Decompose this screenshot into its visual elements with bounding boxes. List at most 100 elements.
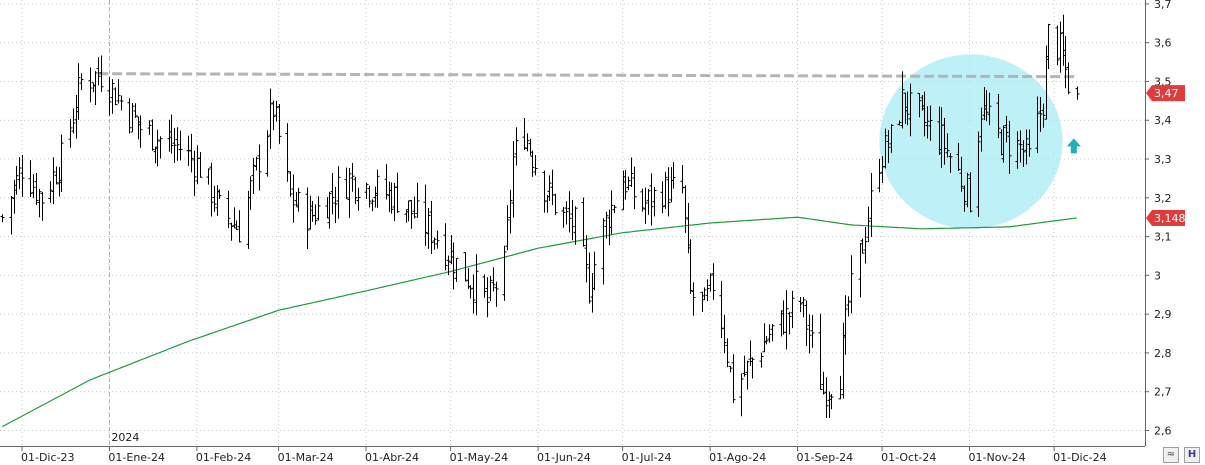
ohlc-bar (488, 275, 493, 302)
ohlc-bar (0, 214, 5, 223)
ohlc-bar (996, 93, 1001, 139)
ohlc-bar (742, 355, 747, 377)
ohlc-bar (119, 95, 124, 111)
ma-value-badge-label: 3,148 (1154, 212, 1186, 225)
ohlc-bar (956, 143, 961, 171)
ohlc-bar (79, 73, 84, 91)
ohlc-bar (1021, 140, 1026, 167)
ohlc-bar (229, 222, 234, 241)
ohlc-bar (130, 103, 135, 133)
ohlc-bar (652, 186, 657, 217)
ohlc-bar (212, 185, 217, 212)
save-icon[interactable]: H (1184, 447, 1200, 463)
ohlc-bar (133, 103, 138, 119)
ohlc-bar (127, 98, 132, 134)
ohlc-bar (71, 108, 76, 134)
ohlc-bar (643, 187, 648, 224)
ohlc-bar (364, 182, 369, 200)
last-price-badge-label: 3,47 (1154, 87, 1179, 100)
ohlc-bar (824, 377, 829, 419)
ohlc-bar (51, 157, 56, 205)
ohlc-bar (525, 133, 530, 152)
ohlc-bar (296, 187, 301, 212)
y-tick-label: 2,9 (1154, 308, 1172, 321)
ohlc-bar (316, 196, 321, 221)
ohlc-bar (987, 92, 992, 126)
ohlc-bar (649, 173, 654, 226)
ohlc-bar (446, 255, 451, 276)
highlight-ellipse (879, 54, 1063, 229)
ohlc-bar (976, 131, 981, 217)
x-tick-label: 01-Ago-24 (709, 451, 766, 464)
ohlc-bar (350, 163, 355, 192)
autoscale-icon[interactable]: ≈ (1163, 447, 1179, 463)
ohlc-bar (178, 130, 183, 161)
ohlc-bar (463, 252, 468, 282)
ohlc-bar (1046, 23, 1051, 69)
ohlc-bar (869, 173, 874, 237)
ohlc-bar (1063, 36, 1068, 89)
ohlc-bar (474, 254, 479, 316)
ohlc-bar (412, 196, 417, 219)
ohlc-bar (37, 188, 42, 218)
ohlc-bar (897, 120, 902, 126)
ohlc-bar (9, 196, 14, 235)
ohlc-bar (96, 57, 101, 86)
ohlc-bar (1041, 103, 1046, 128)
ohlc-bar (581, 197, 586, 247)
ohlc-bar (900, 71, 905, 129)
ohlc-bar (454, 257, 459, 282)
ohlc-bar (429, 200, 434, 254)
ohlc-bar (336, 166, 341, 219)
x-tick-label: 01-Sep-24 (797, 451, 854, 464)
ohlc-bar (925, 106, 930, 139)
ohlc-bar (1035, 96, 1040, 154)
ohlc-bar (922, 91, 927, 137)
x-tick-label: 01-Dic-23 (21, 451, 75, 464)
ohlc-bar (356, 187, 361, 211)
ohlc-bar (671, 162, 676, 189)
x-tick-label: 01-Jun-24 (537, 451, 591, 464)
ohlc-bar (277, 104, 282, 144)
ohlc-bar (883, 128, 888, 169)
ohlc-bar (632, 166, 637, 210)
ohlc-bar (609, 190, 614, 235)
ohlc-bar (592, 251, 597, 291)
ohlc-bar (623, 169, 628, 200)
ohlc-bar (745, 360, 750, 390)
ohlc-bar (257, 144, 262, 191)
ohlc-bar (767, 324, 772, 343)
ohlc-bar (508, 189, 513, 234)
ohlc-bar (1024, 129, 1029, 165)
ohlc-bar (917, 92, 922, 118)
ohlc-bar (353, 176, 358, 205)
ohlc-bar (217, 189, 222, 199)
ma-value-badge-shape (1146, 209, 1185, 226)
ohlc-bar (688, 239, 693, 294)
ohlc-bar (384, 164, 389, 200)
y-tick-label: 2,6 (1154, 424, 1172, 437)
ohlc-bar (886, 130, 891, 164)
ohlc-bar (790, 290, 795, 329)
ohlc-bar (40, 191, 45, 221)
ohlc-bar (570, 200, 575, 241)
x-tick-label: 01-Nov-24 (969, 451, 1026, 464)
ohlc-bar (604, 211, 609, 239)
ohlc-bar (113, 87, 118, 106)
ohlc-bar (1001, 125, 1006, 163)
ohlc-bar (908, 83, 913, 137)
ohlc-bar (48, 181, 53, 204)
ohlc-bar (711, 263, 716, 300)
ohlc-bar (505, 205, 510, 251)
ohlc-bar (14, 166, 19, 195)
ohlc-bar (821, 371, 826, 395)
ohlc-bar (423, 184, 428, 246)
ohlc-bar (150, 119, 155, 151)
ohlc-bar (288, 171, 293, 197)
ohlc-bar (1058, 21, 1063, 73)
ohlc-bar (248, 176, 253, 210)
ohlc-bar (905, 91, 910, 126)
ohlc-bar (186, 135, 191, 166)
